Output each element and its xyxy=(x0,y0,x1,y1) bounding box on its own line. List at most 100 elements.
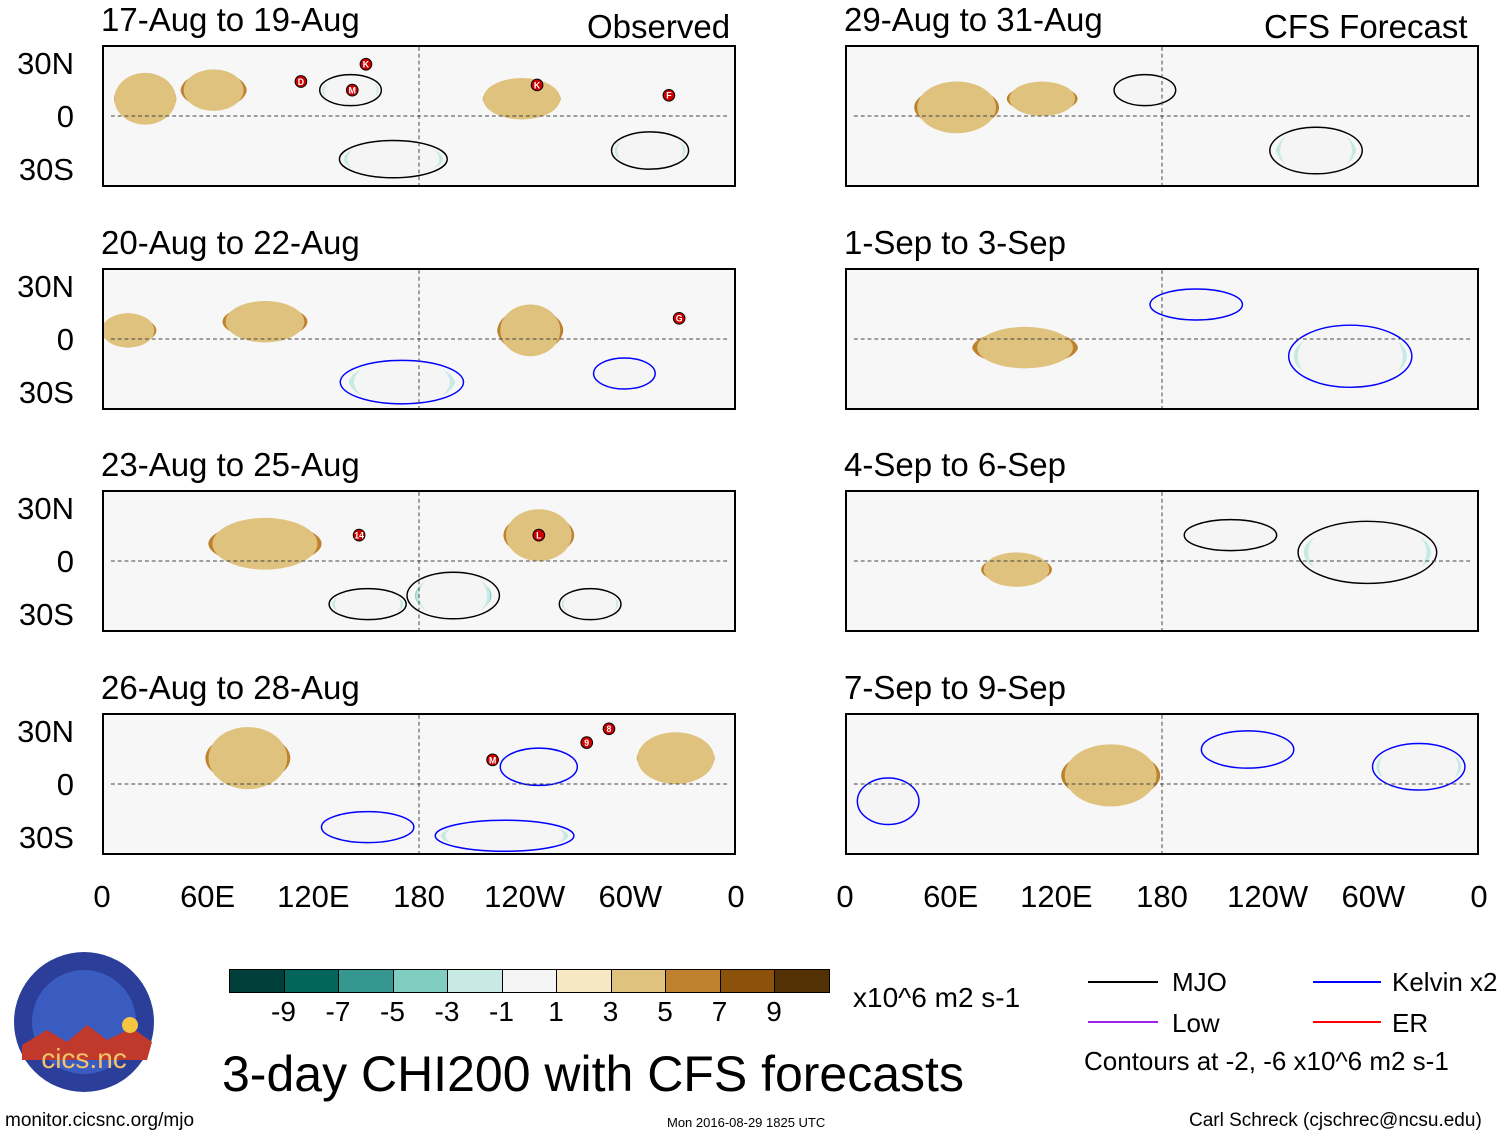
cics-logo: cics.nc xyxy=(12,950,157,1095)
kelvin-contour xyxy=(1200,730,1295,769)
colorbar-tick-label: 3 xyxy=(602,996,619,1027)
lat-tick-label: 0 xyxy=(56,767,74,802)
figure-title: 3-day CHI200 with CFS forecasts xyxy=(222,1046,964,1102)
anomaly-contour-fill xyxy=(1379,740,1459,793)
storm-marker: K xyxy=(530,78,544,92)
lat-tick-label: 30S xyxy=(18,375,74,410)
anomaly-contour-fill xyxy=(445,818,564,853)
colorbar-swatch xyxy=(283,969,339,993)
anomaly-contour-fill xyxy=(353,357,450,407)
mjo-contour xyxy=(328,587,407,621)
anomaly-contour-fill xyxy=(1114,72,1176,108)
storm-marker: L xyxy=(532,528,546,542)
lat-tick-label: 30S xyxy=(18,152,74,187)
kelvin-contour xyxy=(320,810,415,844)
anomaly-map: D K M K F xyxy=(102,45,736,187)
lat-tick-label: 30N xyxy=(17,46,74,81)
logo-text: cics.nc xyxy=(41,1043,127,1074)
legend-label-er: ER xyxy=(1392,1008,1429,1038)
kelvin-contour xyxy=(434,819,575,853)
anomaly-map xyxy=(845,45,1479,187)
colorbar-tick-label: 1 xyxy=(548,996,564,1027)
anomaly-contour-fill xyxy=(617,129,683,172)
lat-tick-label: 30S xyxy=(18,597,74,632)
anomaly-contour-fill xyxy=(183,69,244,111)
anomaly-contour-fill xyxy=(1201,728,1294,771)
panel-title: 17-Aug to 19-Aug xyxy=(101,1,360,38)
anomaly-contour-fill xyxy=(208,727,288,790)
storm-label: 8 xyxy=(607,724,612,734)
footer-timestamp: Mon 2016-08-29 1825 UTC xyxy=(667,1115,826,1130)
kelvin-contour xyxy=(1287,324,1413,389)
colorbar-swatch xyxy=(719,969,775,993)
anomaly-contour-fill xyxy=(593,356,656,391)
anomaly-contour-fill xyxy=(977,326,1074,369)
anomaly-contour-fill xyxy=(212,517,318,570)
storm-marker: 14 xyxy=(352,528,366,542)
kelvin-contour xyxy=(1371,742,1466,791)
anomaly-contour-fill xyxy=(1280,124,1352,177)
colorbar-swatch xyxy=(338,969,394,993)
anomaly-contour-fill xyxy=(1064,744,1157,807)
colorbar-swatch xyxy=(665,969,721,993)
colorbar-swatch xyxy=(447,969,503,993)
storm-label: 9 xyxy=(584,738,589,748)
panel-title: 29-Aug to 31-Aug xyxy=(844,1,1103,38)
colorbar-tick-label: -1 xyxy=(489,996,514,1027)
mjo-contour xyxy=(1297,520,1438,585)
anomaly-map: G xyxy=(102,268,736,410)
kelvin-contour xyxy=(339,359,465,405)
anomaly-contour-fill xyxy=(114,72,176,125)
anomaly-contour-fill xyxy=(857,775,919,828)
storm-label: K xyxy=(363,60,370,70)
anomaly-map xyxy=(845,713,1479,855)
anomaly-map: 14 L xyxy=(102,490,736,632)
anomaly-contour-fill xyxy=(563,586,617,622)
anomaly-contour-fill xyxy=(321,809,414,845)
lat-tick-label: 30S xyxy=(18,820,74,855)
storm-marker: K xyxy=(359,57,373,71)
storm-label: 14 xyxy=(354,531,364,541)
mjo-contour xyxy=(610,131,690,170)
lat-tick-label: 0 xyxy=(56,99,74,134)
storm-label: M xyxy=(349,86,356,96)
colorbar-tick-label: -7 xyxy=(325,996,351,1027)
anomaly-contour-fill xyxy=(500,304,561,357)
mjo-contour xyxy=(558,587,622,621)
mjo-contour xyxy=(1183,518,1278,552)
lon-tick-label: 120W xyxy=(484,879,566,914)
storm-label: M xyxy=(489,755,496,765)
colorbar-swatch xyxy=(392,969,448,993)
panel-title: 4-Sep to 6-Sep xyxy=(844,446,1066,483)
legend-line-er xyxy=(1313,1021,1381,1023)
lon-tick-label: 60E xyxy=(180,879,236,914)
legend-label-low: Low xyxy=(1172,1008,1220,1038)
mjo-contour xyxy=(406,571,501,620)
anomaly-contour-fill xyxy=(1297,321,1403,391)
lat-tick-label: 0 xyxy=(56,322,74,357)
panel-title: 23-Aug to 25-Aug xyxy=(101,446,360,483)
anomaly-contour-fill xyxy=(334,586,401,622)
anomaly-contour-fill xyxy=(1184,517,1277,553)
anomaly-contour-fill xyxy=(1308,517,1427,587)
colorbar-tick-label: 9 xyxy=(766,996,782,1027)
panel-title: 1-Sep to 3-Sep xyxy=(844,224,1066,261)
kelvin-contour xyxy=(1149,288,1244,321)
anomaly-contour-fill xyxy=(983,552,1050,587)
storm-marker: D xyxy=(294,75,308,88)
storm-marker: 9 xyxy=(580,736,594,749)
kelvin-contour xyxy=(592,357,656,390)
footer-url[interactable]: monitor.cicsnc.org/mjo xyxy=(5,1110,195,1131)
colorbar-swatch xyxy=(556,969,612,993)
anomaly-contour-fill xyxy=(347,138,440,180)
colorbar-swatch xyxy=(610,969,666,993)
mjo-contour xyxy=(1269,126,1363,175)
storm-label: G xyxy=(676,314,683,324)
anomaly-map xyxy=(845,490,1479,632)
lon-tick-label: 120E xyxy=(277,879,350,914)
colorbar-swatch xyxy=(501,969,557,993)
lon-tick-label: 180 xyxy=(1136,879,1188,914)
anomaly-contour-fill xyxy=(225,301,305,343)
anomaly-contour-fill xyxy=(917,81,996,134)
lon-tick-label: 0 xyxy=(727,879,745,914)
